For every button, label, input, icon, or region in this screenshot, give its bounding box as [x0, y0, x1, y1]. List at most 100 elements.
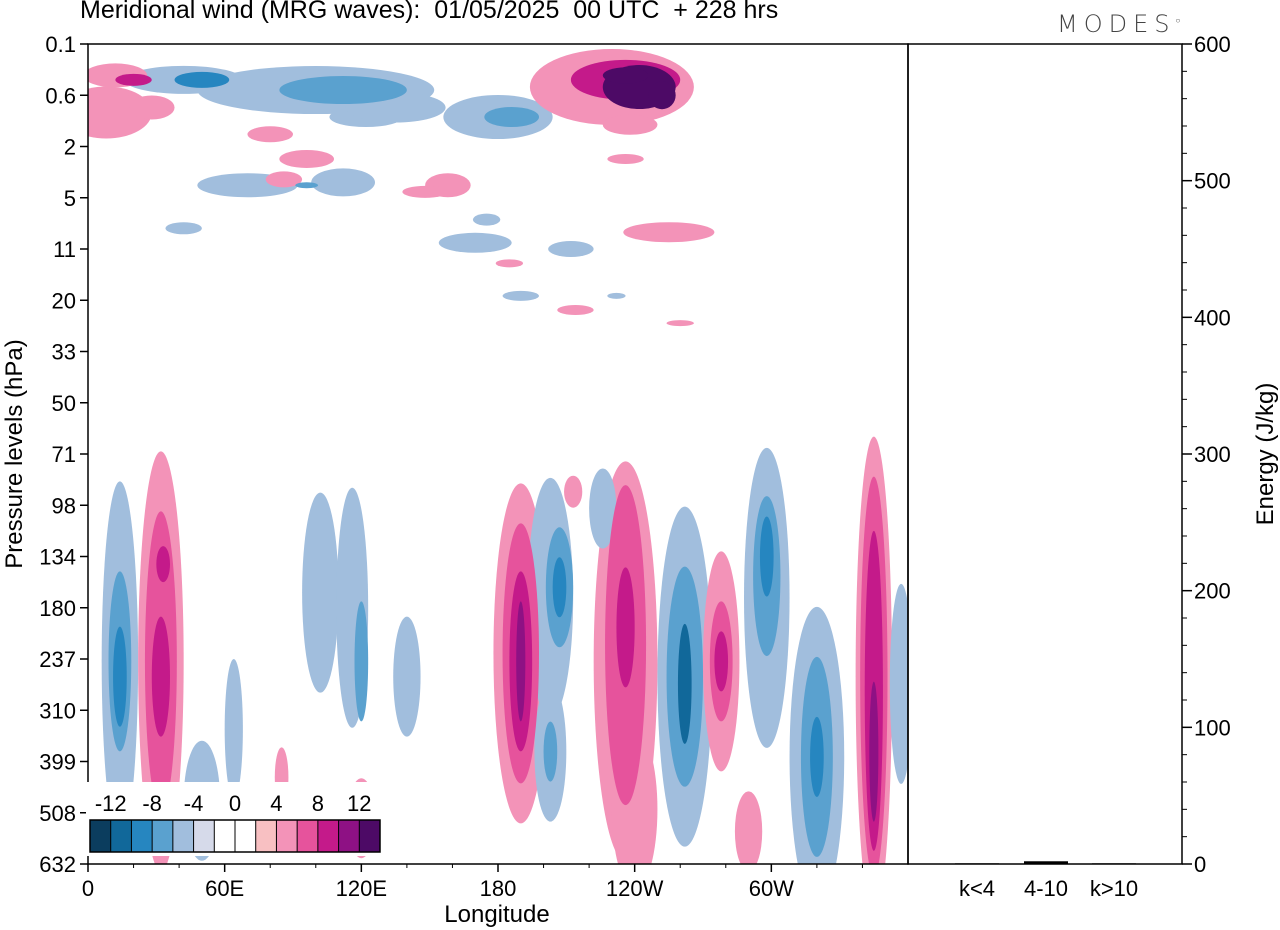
colorbar-swatch	[131, 820, 153, 852]
x-tick-label: 180	[480, 876, 517, 901]
positive-wind-contour	[265, 171, 303, 188]
x-tick-label: 60W	[749, 876, 794, 901]
positive-wind-contour	[607, 153, 644, 164]
x-axis-label: Longitude	[444, 901, 549, 928]
y-axis-label: Pressure levels (hPa)	[1, 339, 28, 568]
energy-category-label: 4-10	[1024, 876, 1068, 901]
positive-wind-contour	[156, 546, 171, 583]
positive-wind-contour	[616, 567, 635, 688]
y-tick-label: 50	[52, 391, 76, 416]
y-tick-label: 5	[64, 186, 76, 211]
positive-wind-contour	[564, 475, 583, 508]
colorbar-swatch	[110, 820, 132, 852]
energy-bars: k<4 4-10 k>10	[955, 861, 1138, 901]
colorbar-frame	[89, 819, 381, 853]
x-tick-label: 0	[82, 876, 94, 901]
negative-wind-contour	[759, 516, 774, 597]
negative-wind-contour	[552, 557, 567, 618]
y-tick-label: 508	[39, 801, 76, 826]
colorbar-label: -12	[95, 791, 127, 816]
pressure-axis: 0.1 0.6 2 5 11 20 33 50 71 98 134 180 237 310 399 508 63…	[39, 32, 88, 877]
y-tick-label: 310	[39, 698, 76, 723]
negative-wind-contour	[889, 583, 908, 784]
energy-axis: 0 100 200 300 400 500 600	[1182, 32, 1231, 877]
positive-wind-contour	[666, 320, 694, 327]
colorbar-swatch	[338, 820, 360, 852]
negative-wind-contour	[472, 213, 501, 226]
colorbar-label: -4	[184, 791, 204, 816]
colorbar-label: 12	[347, 791, 371, 816]
negative-wind-contour	[393, 616, 421, 737]
colorbar: -12 -8 -4 0 4 8 12	[86, 782, 384, 856]
x-tick-label: 120E	[336, 876, 387, 901]
colorbar-swatch	[193, 820, 215, 852]
positive-wind-contour	[714, 631, 729, 692]
negative-wind-contour	[484, 106, 539, 127]
colorbar-swatch	[90, 820, 111, 852]
y-tick-label: 98	[52, 493, 76, 518]
colorbar-label: 8	[312, 791, 324, 816]
negative-wind-contour	[607, 292, 626, 299]
positive-wind-contour	[869, 681, 879, 822]
colorbar-swatch	[214, 820, 235, 852]
energy-tick-label: 400	[1194, 305, 1231, 330]
energy-bar	[1024, 861, 1068, 864]
y-tick-label: 71	[52, 442, 76, 467]
x-tick-label: 60E	[205, 876, 244, 901]
negative-wind-contour	[438, 232, 512, 253]
negative-wind-contour	[279, 76, 407, 105]
negative-wind-contour	[810, 716, 824, 797]
y-tick-label: 2	[64, 135, 76, 160]
positive-wind-contour	[734, 791, 763, 864]
positive-wind-contour	[648, 81, 676, 110]
positive-wind-contour	[557, 305, 594, 316]
y-tick-label: 0.6	[45, 83, 76, 108]
energy-category-label: k>10	[1090, 876, 1138, 901]
y-tick-label: 20	[52, 288, 76, 313]
positive-wind-contour	[623, 222, 715, 243]
positive-wind-contour	[247, 126, 293, 143]
energy-panel-frame	[907, 43, 1183, 865]
negative-wind-contour	[543, 721, 558, 782]
y-tick-label: 399	[39, 750, 76, 775]
y-tick-label: 11	[53, 237, 76, 262]
heatmap-contours	[88, 49, 908, 864]
colorbar-label: -8	[142, 791, 162, 816]
positive-wind-contour	[516, 601, 526, 722]
negative-wind-contour	[589, 468, 617, 549]
colorbar-swatch	[359, 820, 380, 852]
energy-bar	[955, 863, 999, 864]
negative-wind-contour	[113, 626, 127, 727]
energy-tick-label: 300	[1194, 442, 1231, 467]
energy-tick-label: 200	[1194, 579, 1231, 604]
chart-title: Meridional wind (MRG waves): 01/05/2025 …	[80, 0, 779, 24]
positive-wind-contour	[129, 95, 175, 120]
energy-tick-label: 0	[1194, 852, 1206, 877]
colorbar-swatch	[276, 820, 298, 852]
negative-wind-contour	[174, 71, 230, 88]
negative-wind-contour	[224, 659, 243, 800]
colorbar-swatch	[172, 820, 194, 852]
negative-wind-contour	[311, 168, 375, 197]
positive-wind-contour	[115, 73, 152, 86]
colorbar-swatch	[255, 820, 277, 852]
longitude-axis: 0 60E 120E 180 120W 60W	[82, 864, 863, 901]
positive-wind-contour	[151, 616, 170, 737]
positive-wind-contour	[495, 259, 524, 268]
negative-wind-contour	[165, 222, 202, 235]
energy-tick-label: 100	[1194, 715, 1231, 740]
y-tick-label: 632	[39, 852, 76, 877]
colorbar-swatch	[317, 820, 339, 852]
negative-wind-contour	[354, 601, 369, 722]
y-tick-label: 0.1	[45, 32, 76, 57]
positive-wind-contour	[602, 67, 649, 84]
negative-wind-contour	[295, 182, 319, 189]
negative-wind-contour	[302, 492, 339, 693]
energy-tick-label: 500	[1194, 169, 1231, 194]
colorbar-label: 4	[270, 791, 282, 816]
y-tick-label: 237	[39, 647, 76, 672]
y-tick-label: 33	[52, 340, 76, 365]
colorbar-label: 0	[229, 791, 241, 816]
negative-wind-contour	[548, 241, 594, 257]
